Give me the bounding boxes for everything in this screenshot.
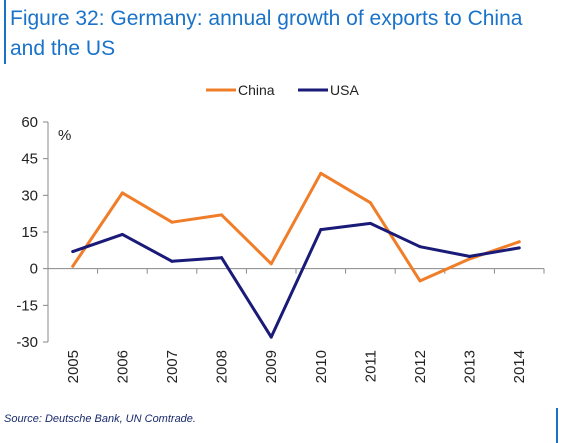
- source-note: Source: Deutsche Bank, UN Comtrade.: [4, 413, 196, 425]
- data-point-usa: [120, 232, 124, 236]
- data-point-china: [120, 191, 124, 195]
- data-point-china: [170, 220, 174, 224]
- data-point-usa: [517, 246, 521, 250]
- x-tick-label: 2005: [65, 350, 82, 383]
- x-tick-label: 2010: [313, 350, 330, 383]
- x-tick-label: 2013: [462, 350, 479, 383]
- x-tick-label: 2006: [114, 350, 131, 383]
- y-axis-unit-label: %: [58, 127, 71, 144]
- title-frame-bar: [4, 0, 6, 64]
- data-point-usa: [269, 335, 273, 339]
- x-tick-label: 2014: [511, 350, 528, 383]
- y-tick-label: 30: [21, 187, 38, 204]
- x-tick-label: 2009: [263, 350, 280, 383]
- data-point-china: [319, 171, 323, 175]
- data-point-usa: [170, 259, 174, 263]
- figure-title: Figure 32: Germany: annual growth of exp…: [10, 7, 523, 60]
- y-tick-label: 15: [21, 224, 38, 241]
- data-point-china: [220, 213, 224, 217]
- y-tick-label: -15: [16, 297, 38, 314]
- x-tick-label: 2007: [164, 350, 181, 383]
- data-point-china: [368, 201, 372, 205]
- data-point-china: [517, 240, 521, 244]
- data-point-usa: [418, 245, 422, 249]
- data-point-usa: [319, 228, 323, 232]
- x-tick-label: 2008: [214, 350, 231, 383]
- data-point-china: [418, 279, 422, 283]
- legend-label-usa: USA: [330, 82, 359, 98]
- data-point-usa: [368, 221, 372, 225]
- y-tick-label: 0: [30, 261, 38, 278]
- series-line-china: [71, 171, 521, 283]
- x-tick-label: 2012: [412, 350, 429, 383]
- y-tick-label: -30: [16, 334, 38, 351]
- data-point-usa: [220, 256, 224, 260]
- series-line-usa: [71, 221, 521, 339]
- y-tick-label: 60: [21, 114, 38, 131]
- data-point-china: [71, 264, 75, 268]
- x-tick-label: 2011: [362, 350, 379, 382]
- y-tick-label: 45: [21, 151, 38, 168]
- source-frame-bar: [556, 408, 558, 443]
- data-point-china: [468, 257, 472, 261]
- data-point-usa: [468, 254, 472, 258]
- legend-label-china: China: [238, 82, 275, 98]
- data-point-china: [269, 262, 273, 266]
- data-point-usa: [71, 250, 75, 254]
